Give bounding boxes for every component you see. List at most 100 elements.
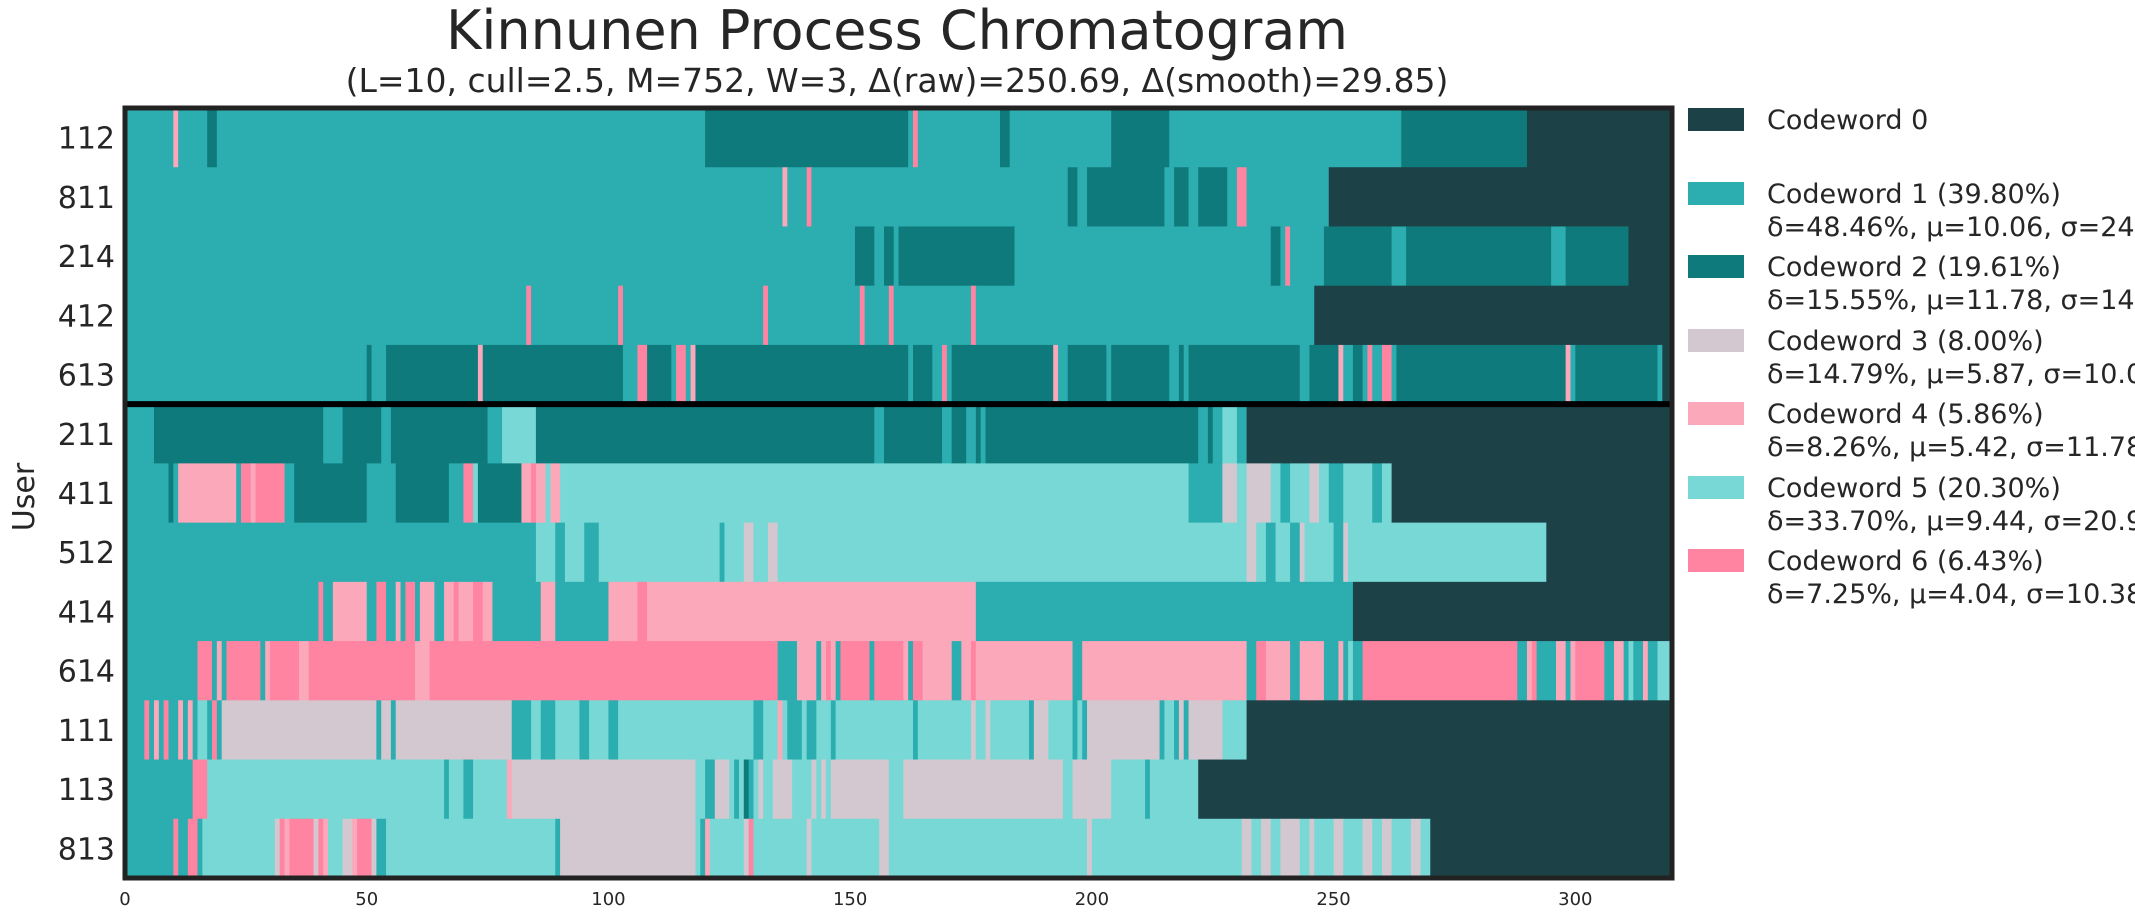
- segment-codeword-5: [1222, 700, 1247, 760]
- segment-codeword-5: [1299, 818, 1310, 879]
- segment-codeword-1: [540, 700, 556, 760]
- segment-codeword-3: [758, 759, 764, 820]
- segment-codeword-1: [893, 226, 899, 287]
- segment-codeword-6: [971, 285, 977, 346]
- segment-codeword-5: [1270, 463, 1281, 524]
- segment-codeword-6: [241, 463, 252, 524]
- segment-codeword-1: [1536, 641, 1557, 701]
- legend-swatch: [1688, 255, 1744, 278]
- segment-codeword-4: [299, 641, 310, 701]
- segment-codeword-1: [1290, 522, 1301, 583]
- segment-codeword-5: [709, 818, 745, 879]
- segment-codeword-5: [555, 700, 580, 760]
- segment-codeword-5: [888, 818, 1088, 879]
- segment-codeword-1: [1198, 404, 1209, 464]
- segment-codeword-3: [564, 818, 619, 879]
- segment-codeword-1: [260, 641, 266, 701]
- segment-codeword-5: [729, 759, 735, 820]
- segment-codeword-6: [1531, 641, 1538, 701]
- segment-codeword-6: [163, 700, 169, 760]
- segment-codeword-6: [748, 818, 754, 879]
- segment-codeword-1: [893, 285, 972, 346]
- segment-codeword-6: [763, 285, 769, 346]
- segment-codeword-5: [1290, 463, 1310, 524]
- segment-codeword-1: [951, 641, 962, 701]
- segment-codeword-2: [1111, 344, 1170, 405]
- segment-codeword-2: [1000, 108, 1011, 168]
- segment-codeword-1: [125, 522, 537, 583]
- segment-codeword-2: [154, 404, 324, 464]
- segment-codeword-4: [419, 581, 435, 642]
- segment-codeword-5: [202, 818, 208, 879]
- segment-codeword-2: [898, 226, 1015, 287]
- segment-codeword-3: [1241, 818, 1252, 879]
- segment-codeword-5: [212, 759, 223, 820]
- segment-codeword-2: [1178, 344, 1185, 405]
- segment-codeword-6: [226, 641, 261, 701]
- segment-codeword-3: [274, 818, 281, 879]
- segment-codeword-3: [1343, 522, 1349, 583]
- segment-codeword-5: [589, 700, 609, 760]
- segment-codeword-1: [942, 404, 953, 464]
- segment-codeword-2: [342, 404, 382, 464]
- segment-codeword-4: [250, 463, 256, 524]
- segment-codeword-1: [1159, 700, 1165, 760]
- segment-codeword-5: [917, 700, 972, 760]
- segment-codeword-1: [555, 581, 609, 642]
- segment-codeword-5: [835, 700, 914, 760]
- segment-codeword-1: [874, 404, 885, 464]
- segment-codeword-5: [695, 818, 701, 879]
- segment-codeword-1: [125, 641, 198, 701]
- segment-codeword-1: [168, 700, 179, 760]
- segment-codeword-5: [753, 759, 759, 820]
- x-tick-label: 50: [355, 889, 378, 910]
- segment-codeword-1: [1343, 641, 1349, 701]
- segment-codeword-3: [1280, 818, 1301, 879]
- legend-swatch: [1688, 475, 1744, 499]
- segment-codeword-2: [1575, 344, 1658, 405]
- segment-codeword-1: [511, 700, 532, 760]
- segment-codeword-5: [386, 818, 392, 879]
- segment-codeword-3: [879, 818, 890, 879]
- segment-codeword-2: [985, 404, 1199, 464]
- segment-codeword-4: [1642, 641, 1649, 701]
- y-tick-label: 614: [58, 655, 115, 690]
- segment-codeword-1: [1236, 404, 1247, 464]
- segment-codeword-4: [1338, 344, 1344, 405]
- segment-codeword-5: [816, 700, 832, 760]
- segment-codeword-1: [1604, 641, 1615, 701]
- segment-codeword-3: [806, 818, 812, 879]
- legend-label: Codeword 6 (6.43%): [1767, 546, 2044, 577]
- segment-codeword-5: [1391, 818, 1412, 879]
- segment-codeword-3: [1188, 700, 1223, 760]
- segment-codeword-0: [1628, 226, 1673, 287]
- segment-codeword-2: [429, 463, 450, 524]
- row-813: [125, 818, 1673, 879]
- segment-codeword-5: [1348, 641, 1354, 701]
- segment-codeword-6: [308, 641, 314, 701]
- segment-codeword-1: [183, 700, 189, 760]
- segment-codeword-6: [1575, 641, 1605, 701]
- segment-codeword-4: [395, 581, 401, 642]
- legend: Codeword 0 Codeword 1 (39.80%) δ=48.46%, μ…: [1688, 104, 2135, 619]
- segment-codeword-5: [1348, 522, 1547, 583]
- segment-codeword-5: [1372, 818, 1383, 879]
- segment-codeword-1: [835, 641, 841, 701]
- segment-codeword-1: [415, 581, 421, 642]
- segment-codeword-3: [618, 818, 696, 879]
- segment-codeword-6: [429, 641, 779, 701]
- segment-codeword-5: [1154, 818, 1243, 879]
- segment-codeword-3: [743, 522, 754, 583]
- segment-codeword-6: [318, 581, 324, 642]
- segment-codeword-1: [608, 700, 619, 760]
- segment-codeword-1: [221, 641, 227, 701]
- segment-codeword-5: [1628, 641, 1634, 701]
- segment-codeword-1: [767, 285, 861, 346]
- row-613: [125, 344, 1673, 405]
- segment-codeword-4: [796, 641, 817, 701]
- segment-codeword-1: [932, 344, 943, 405]
- segment-codeword-5: [792, 759, 812, 820]
- segment-codeword-5: [1062, 759, 1073, 820]
- segment-codeword-4: [1565, 344, 1571, 405]
- segment-codeword-1: [1323, 641, 1339, 701]
